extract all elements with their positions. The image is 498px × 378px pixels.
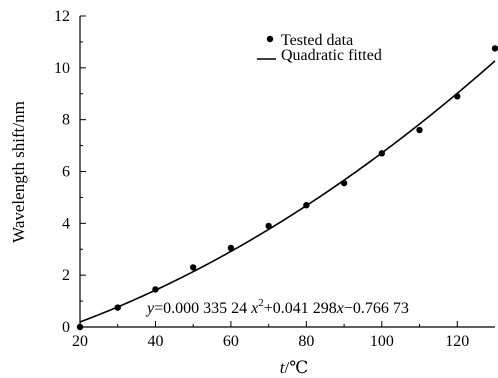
- x-tick-label: 100: [370, 333, 394, 350]
- fit-curve: [79, 60, 496, 323]
- eq-part-2: +0.041 298: [264, 300, 337, 317]
- data-point: [76, 323, 84, 331]
- x-tick-label: 60: [223, 333, 239, 350]
- eq-x-var-2: x: [336, 300, 344, 317]
- fit-curve-group: [79, 60, 496, 323]
- data-point: [189, 264, 197, 271]
- ticks: 20 40 60 80 100 120 0 2 4 6 8 10 12: [54, 8, 469, 350]
- y-tick-label: 2: [62, 267, 70, 284]
- data-points: [76, 45, 498, 331]
- data-point: [454, 93, 461, 100]
- legend: Tested data Quadratic fitted: [257, 32, 382, 64]
- legend-label-tested: Tested data: [281, 32, 353, 49]
- eq-part-1: =0.000 335 24: [154, 300, 247, 317]
- legend-dot-marker: [266, 35, 274, 43]
- x-axis-title-var: t: [280, 358, 286, 377]
- data-point: [491, 45, 498, 52]
- x-axis-title-unit: /℃: [284, 358, 308, 377]
- data-point: [416, 126, 423, 134]
- data-point: [378, 150, 386, 157]
- data-point: [340, 179, 348, 187]
- eq-y-var: y: [145, 300, 155, 317]
- data-point: [152, 286, 159, 293]
- x-tick-label: 80: [298, 333, 314, 350]
- y-tick-label: 12: [54, 8, 70, 25]
- x-tick-label: 20: [72, 333, 88, 350]
- eq-superscript: 2: [258, 297, 264, 309]
- y-tick-label: 4: [62, 215, 70, 232]
- data-point: [303, 201, 310, 209]
- y-tick-label: 10: [54, 60, 70, 77]
- y-tick-label: 0: [62, 319, 70, 336]
- data-point: [227, 244, 235, 252]
- x-axis-title: t/℃: [280, 358, 308, 377]
- legend-label-quadratic: Quadratic fitted: [281, 47, 382, 64]
- fit-equation: y=0.000 335 24 x2+0.041 298x−0.766 73: [145, 297, 409, 317]
- y-tick-label: 8: [62, 112, 70, 129]
- x-tick-label: 40: [147, 333, 163, 350]
- y-axis-title: Wavelength shift/nm: [9, 101, 28, 243]
- eq-part-3: −0.766 73: [344, 300, 409, 317]
- data-point: [114, 304, 121, 311]
- x-tick-label: 120: [445, 333, 469, 350]
- data-point: [265, 222, 272, 230]
- eq-x-var-1: x: [250, 300, 258, 317]
- y-tick-label: 6: [62, 164, 70, 181]
